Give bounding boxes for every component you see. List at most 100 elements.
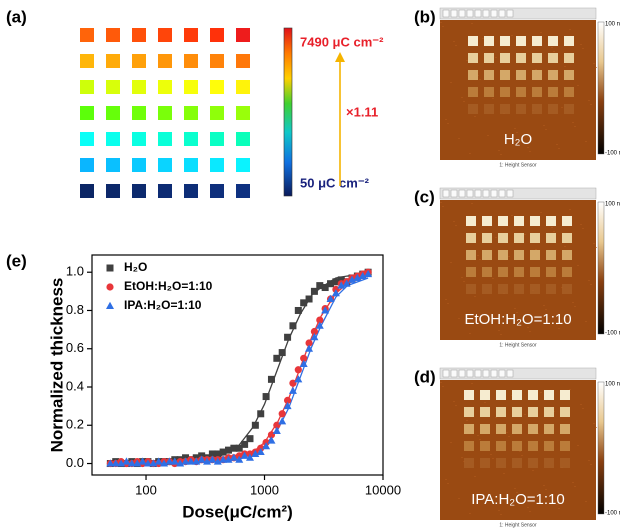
afm-square: [500, 104, 510, 114]
afm-texture: [595, 427, 597, 428]
dose-square: [158, 132, 172, 146]
marker-triangle: [348, 275, 357, 283]
afm-texture: [514, 128, 516, 129]
afm-texture: [545, 489, 547, 490]
dose-square: [158, 158, 172, 172]
afm-texture: [445, 299, 447, 300]
afm-square: [564, 36, 574, 46]
marker-triangle: [310, 333, 319, 341]
afm-texture: [593, 243, 595, 244]
marker-triangle: [305, 344, 314, 352]
marker-triangle: [224, 455, 233, 463]
marker-triangle: [315, 321, 324, 329]
afm-texture: [543, 485, 545, 486]
afm-square: [560, 441, 570, 451]
afm-texture: [445, 119, 447, 120]
afm-texture: [516, 312, 518, 313]
afm-texture: [582, 48, 584, 49]
afm-square: [546, 284, 556, 294]
afm-texture: [455, 45, 457, 46]
dose-square: [80, 184, 94, 198]
afm-texture: [495, 57, 497, 58]
afm-square: [464, 424, 474, 434]
dose-square: [236, 158, 250, 172]
marker-circle: [106, 283, 114, 291]
marker-triangle: [272, 426, 281, 434]
afm-texture: [469, 513, 471, 514]
marker-square: [246, 435, 254, 443]
afm-square: [546, 250, 556, 260]
marker-square: [310, 287, 318, 295]
marker-triangle: [203, 457, 212, 465]
afm-texture: [447, 483, 449, 484]
toolbar-icon: [482, 369, 490, 378]
afm-texture: [514, 488, 516, 489]
toolbar-icon: [458, 189, 466, 198]
afm-square: [500, 87, 510, 97]
dose-square: [236, 54, 250, 68]
marker-square: [219, 448, 227, 456]
marker-triangle: [235, 455, 244, 463]
toolbar-icon: [474, 369, 482, 378]
afm-texture: [582, 408, 584, 409]
color-bar: [283, 27, 293, 197]
afm-texture: [527, 147, 529, 148]
marker-triangle: [229, 453, 238, 461]
afm-texture: [479, 79, 481, 80]
toolbar-icon: [506, 369, 514, 378]
dose-square: [210, 158, 224, 172]
afm-square: [512, 441, 522, 451]
toolbar-icon: [466, 369, 474, 378]
marker-square: [316, 282, 324, 290]
afm-square: [532, 87, 542, 97]
afm-texture: [545, 309, 547, 310]
afm-square: [500, 36, 510, 46]
afm-texture: [500, 154, 502, 155]
scale-max: 100 nm: [605, 382, 620, 388]
afm-square: [544, 458, 554, 468]
afm-texture: [458, 318, 460, 319]
toolbar-icon: [466, 9, 474, 18]
dose-square: [80, 80, 94, 94]
afm-texture: [545, 129, 547, 130]
dose-square: [184, 28, 198, 42]
afm-texture: [519, 451, 521, 452]
solvent-label: EtOH:H₂O=1:10: [464, 311, 571, 328]
afm-square: [498, 267, 508, 277]
afm-texture: [453, 41, 455, 42]
afm-square: [530, 216, 540, 226]
afm-texture: [511, 35, 513, 36]
afm-texture: [487, 315, 489, 316]
marker-circle: [316, 316, 324, 324]
afm-square: [516, 53, 526, 63]
afm-texture: [577, 445, 579, 446]
afm-texture: [556, 144, 558, 145]
dose-square: [236, 106, 250, 120]
afm-square: [544, 424, 554, 434]
afm-texture: [461, 97, 463, 98]
afm-square: [464, 441, 474, 451]
afm-texture: [529, 151, 531, 152]
marker-triangle: [165, 457, 174, 465]
marker-triangle: [117, 459, 126, 467]
afm-square: [560, 424, 570, 434]
toolbar-icon: [450, 369, 458, 378]
dose-square: [158, 28, 172, 42]
afm-square: [530, 233, 540, 243]
afm-texture: [450, 82, 452, 83]
afm-square: [496, 390, 506, 400]
afm-square: [544, 390, 554, 400]
dose-square: [184, 80, 198, 94]
afm-square: [562, 284, 572, 294]
afm-texture: [466, 420, 468, 421]
afm-texture: [508, 256, 510, 257]
dose-square: [106, 132, 120, 146]
marker-triangle: [122, 457, 131, 465]
afm-square: [546, 233, 556, 243]
afm-square: [480, 441, 490, 451]
afm-texture: [463, 101, 465, 102]
toolbar-icon: [498, 189, 506, 198]
afm-square: [532, 36, 542, 46]
afm-square: [562, 267, 572, 277]
afm-square: [484, 87, 494, 97]
